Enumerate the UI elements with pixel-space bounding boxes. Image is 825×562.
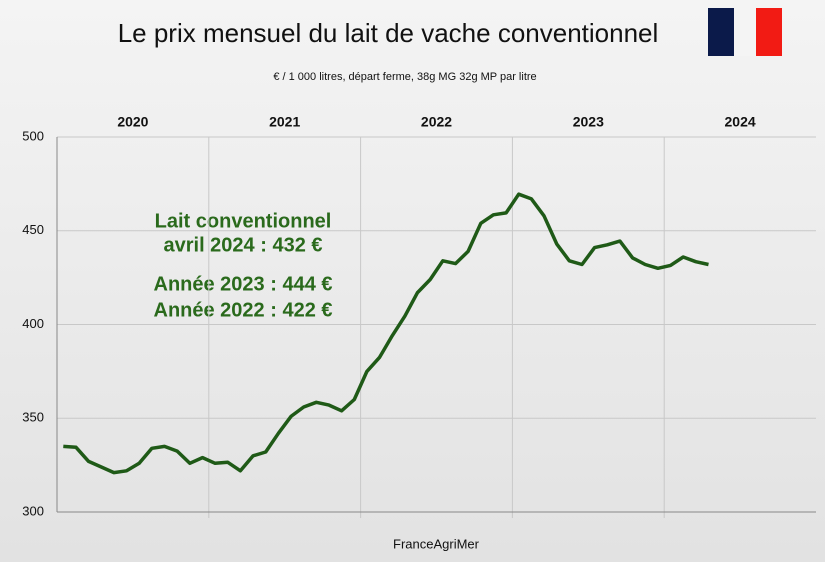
- annotation: Lait conventionnel: [155, 210, 332, 232]
- data-line: [63, 192, 709, 475]
- annotation: Année 2022 : 422 €: [154, 299, 333, 321]
- y-tick-label: 500: [22, 128, 44, 143]
- period-label: 2024: [725, 114, 756, 130]
- annotation-box: Lait conventionnel avril 2024 : 432 € An…: [154, 210, 333, 321]
- chart-title: Le prix mensuel du lait de vache convent…: [118, 18, 659, 48]
- y-tick-label: 300: [22, 503, 44, 518]
- y-tick-label: 450: [22, 222, 44, 237]
- period-label: 2021: [269, 114, 300, 130]
- period-label: 2022: [421, 114, 452, 130]
- source: FranceAgriMer: [393, 536, 480, 551]
- annotation: Année 2023 : 444 €: [154, 273, 333, 295]
- period-label: 2020: [117, 114, 148, 130]
- y-tick-label: 350: [22, 410, 44, 425]
- period-label: 2023: [573, 114, 604, 130]
- subtitle: € / 1 000 litres, départ ferme, 38g MG 3…: [273, 71, 536, 83]
- y-tick-label: 400: [22, 316, 44, 331]
- annotation: avril 2024 : 432 €: [163, 234, 322, 256]
- flag: [708, 8, 782, 56]
